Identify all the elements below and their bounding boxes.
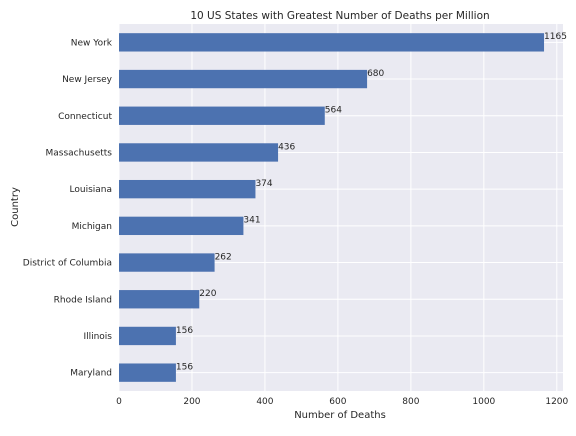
x-tick-label: 1200 [545, 397, 568, 407]
y-tick-label: Massachusetts [45, 148, 112, 158]
bar-value-label: 564 [325, 106, 342, 116]
bar-value-label: 374 [255, 179, 272, 189]
y-tick-label: New Jersey [62, 75, 113, 85]
bar-value-label: 436 [278, 142, 295, 152]
x-tick-labels: 0 200 400 600 800 1000 1200 [116, 397, 568, 407]
bar-value-label: 156 [176, 326, 193, 336]
bar-value-label: 220 [199, 289, 216, 299]
x-axis-label: Number of Deaths [294, 410, 386, 421]
bar-value-label: 680 [367, 69, 384, 79]
y-tick-label: Rhode Island [54, 295, 112, 305]
bar [119, 33, 545, 52]
bar [119, 363, 176, 382]
bar [119, 179, 256, 199]
x-tick-label: 0 [116, 397, 122, 407]
y-tick-label: Louisiana [70, 185, 113, 195]
bar-value-label: 341 [243, 216, 260, 226]
y-tick-label: Michigan [72, 222, 112, 232]
bar [119, 106, 325, 125]
y-tick-label: New York [71, 38, 113, 48]
bar [119, 326, 176, 346]
bar-value-label: 262 [215, 252, 232, 262]
y-tick-label: Maryland [70, 369, 112, 379]
bar [119, 216, 244, 236]
bar [119, 290, 200, 309]
bars [119, 33, 545, 382]
y-tick-label: Connecticut [58, 112, 112, 122]
bar [119, 69, 368, 89]
x-tick-label: 600 [329, 397, 346, 407]
y-tick-label: District of Columbia [23, 259, 112, 269]
x-tick-label: 1000 [472, 397, 495, 407]
bar [119, 253, 215, 272]
data-labels: 1165 680 564 436 374 341 262 220 156 156 [176, 32, 567, 372]
x-tick-label: 400 [256, 397, 273, 407]
y-axis-label: Country [10, 187, 21, 227]
bar [119, 143, 279, 162]
bar-value-label: 1165 [544, 32, 567, 42]
y-tick-label: Illinois [83, 332, 112, 342]
x-tick-label: 200 [183, 397, 200, 407]
x-tick-label: 800 [402, 397, 419, 407]
y-tick-labels: New York New Jersey Connecticut Massachuset… [23, 38, 113, 378]
chart-title: 10 US States with Greatest Number of Dea… [190, 10, 489, 22]
bar-value-label: 156 [176, 362, 193, 372]
